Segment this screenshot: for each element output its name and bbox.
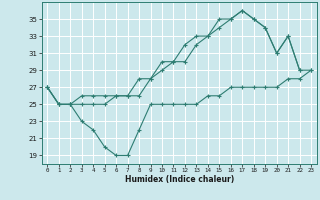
X-axis label: Humidex (Indice chaleur): Humidex (Indice chaleur) xyxy=(124,175,234,184)
